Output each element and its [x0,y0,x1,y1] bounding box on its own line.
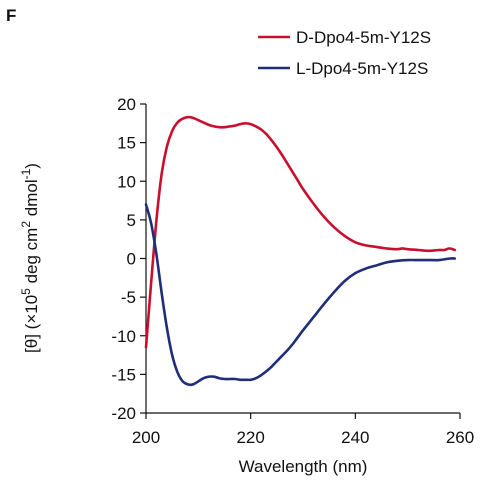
series-line-l-dpo4 [144,203,457,387]
panel-label: F [6,6,16,25]
x-tick-label: 220 [236,428,264,447]
legend: D-Dpo4-5m-Y12S L-Dpo4-5m-Y12S [258,28,431,78]
series-layer [144,115,457,387]
legend-label-l-dpo4: L-Dpo4-5m-Y12S [296,59,428,78]
y-tick-label: 15 [117,134,136,153]
y-tick-label: 20 [117,95,136,114]
y-ticks: 20 15 10 5 0 -5 -10 -15 -20 [111,95,146,423]
y-tick-label: 5 [127,211,136,230]
x-tick-label: 240 [341,428,369,447]
y-tick-label: -15 [111,365,136,384]
series-line-d-dpo4 [144,115,457,349]
x-tick-label: 200 [132,428,160,447]
axes: 20 15 10 5 0 -5 -10 -15 -20 200 220 240 260 [111,95,474,447]
y-tick-label: -20 [111,404,136,423]
y-axis-title: [θ] (×105 deg cm2 dmol-1) [19,163,41,353]
legend-label-d-dpo4: D-Dpo4-5m-Y12S [296,28,431,47]
x-tick-label: 260 [446,428,474,447]
x-ticks: 200 220 240 260 [132,413,474,447]
x-axis-title: Wavelength (nm) [239,457,368,476]
y-tick-label: 10 [117,172,136,191]
y-tick-label: -5 [121,288,136,307]
y-tick-label: -10 [111,327,136,346]
y-tick-label: 0 [127,250,136,269]
